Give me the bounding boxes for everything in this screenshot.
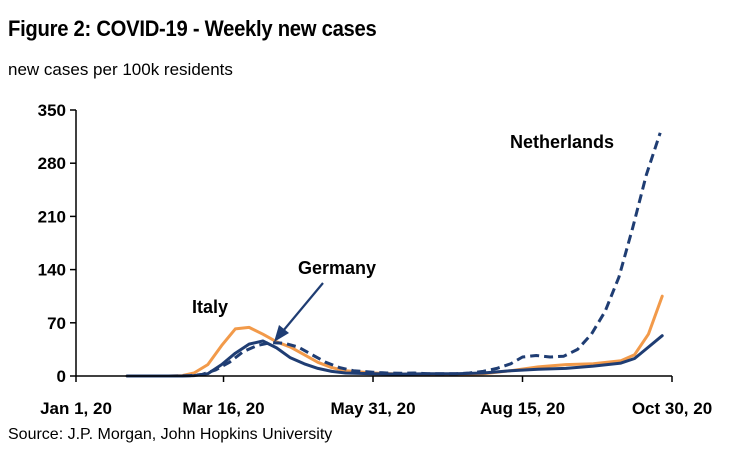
annotation-netherlands: Netherlands [510,132,614,152]
y-tick-label: 140 [38,261,66,280]
x-tick-label: Aug 15, 20 [480,399,565,418]
x-tick-label: Mar 16, 20 [182,399,264,418]
chart-subtitle: new cases per 100k residents [8,60,233,79]
x-tick-label: May 31, 20 [330,399,415,418]
source-note: Source: J.P. Morgan, John Hopkins Univer… [8,426,333,443]
axis-layer: 0 70 140 210 280 350 Jan 1, 20 Mar 16, 20 May 31… [38,101,713,418]
germany-arrow-shaft [282,282,324,332]
annotation-germany: Germany [298,258,376,278]
series-line-italy [125,294,664,378]
series-line-germany [125,334,664,378]
y-tick-label: 70 [47,314,66,333]
germany-arrow-head [274,325,289,342]
y-tick-label: 210 [38,207,66,226]
annotation-italy: Italy [192,297,228,317]
y-tick-label: 350 [38,101,66,120]
series-layer [125,132,664,378]
y-tick-label: 0 [57,367,66,386]
y-tick-label: 280 [38,154,66,173]
x-tick-label: Oct 30, 20 [632,399,712,418]
x-tick-label: Jan 1, 20 [40,399,112,418]
annotation-layer: Netherlands Germany Italy [192,132,614,342]
chart-title: Figure 2: COVID-19 - Weekly new cases [8,16,377,41]
series-line-netherlands [127,132,662,378]
